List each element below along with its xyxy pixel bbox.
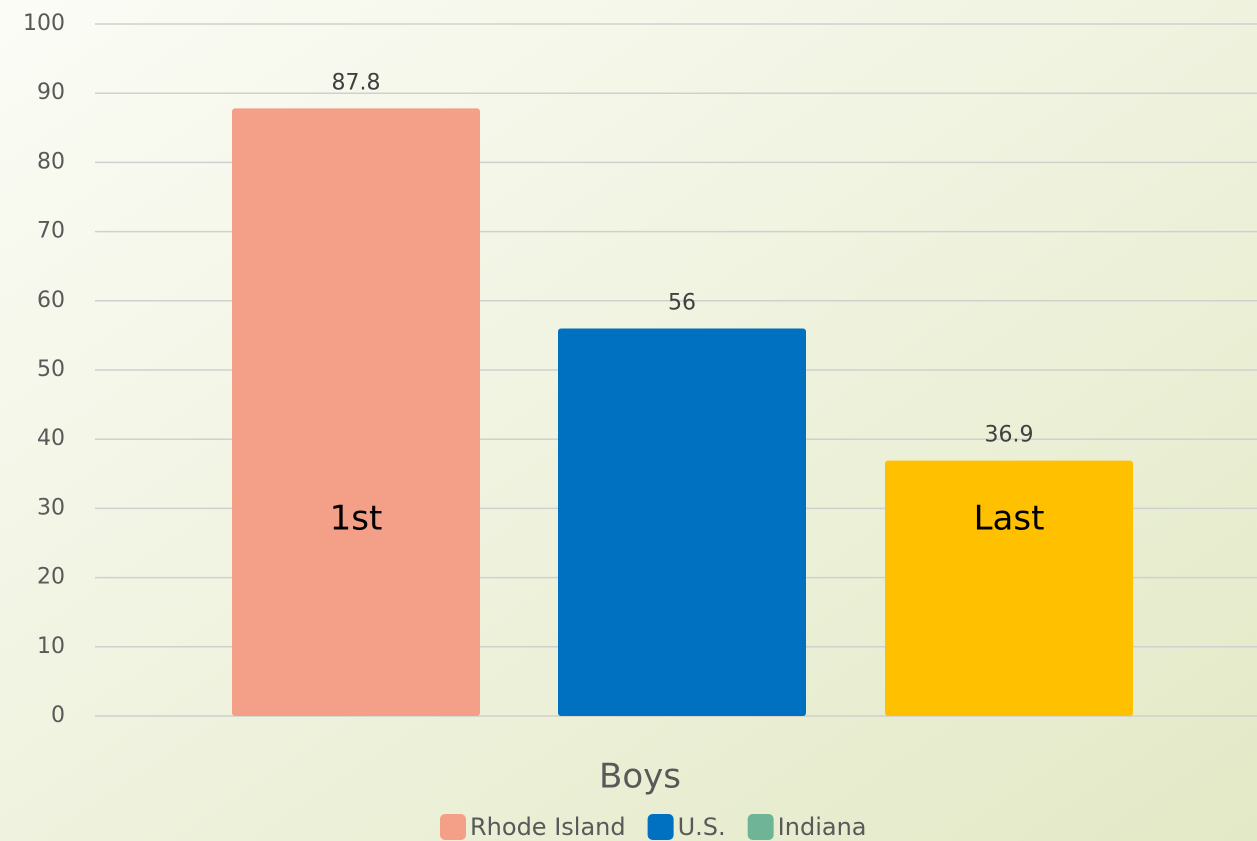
annotation: Last (974, 499, 1045, 539)
y-tick-label: 70 (37, 219, 65, 244)
bar (885, 460, 1133, 716)
y-tick-label: 20 (37, 565, 65, 590)
y-tick-label: 80 (37, 149, 65, 174)
data-label: 56 (668, 290, 696, 315)
legend-swatch (747, 814, 774, 840)
x-tick-label: Boys (599, 757, 681, 797)
y-tick-label: 30 (37, 495, 65, 520)
y-tick-label: 40 (37, 426, 65, 451)
y-tick-label: 0 (51, 703, 65, 728)
legend-label: U.S. (678, 813, 726, 841)
y-tick-label: 10 (37, 634, 65, 659)
legend-swatch (440, 814, 466, 840)
y-tick-label: 100 (23, 11, 65, 36)
bar (232, 108, 480, 716)
data-label: 36.9 (985, 423, 1034, 448)
y-tick-label: 60 (37, 288, 65, 313)
legend-label: Indiana (778, 813, 867, 841)
data-label: 87.8 (332, 70, 381, 95)
legend-label: Rhode Island (470, 813, 626, 841)
annotation: 1st (330, 499, 383, 539)
bar (558, 328, 806, 716)
legend-swatch (647, 814, 674, 840)
y-tick-label: 90 (37, 80, 65, 105)
y-tick-label: 50 (37, 357, 65, 382)
